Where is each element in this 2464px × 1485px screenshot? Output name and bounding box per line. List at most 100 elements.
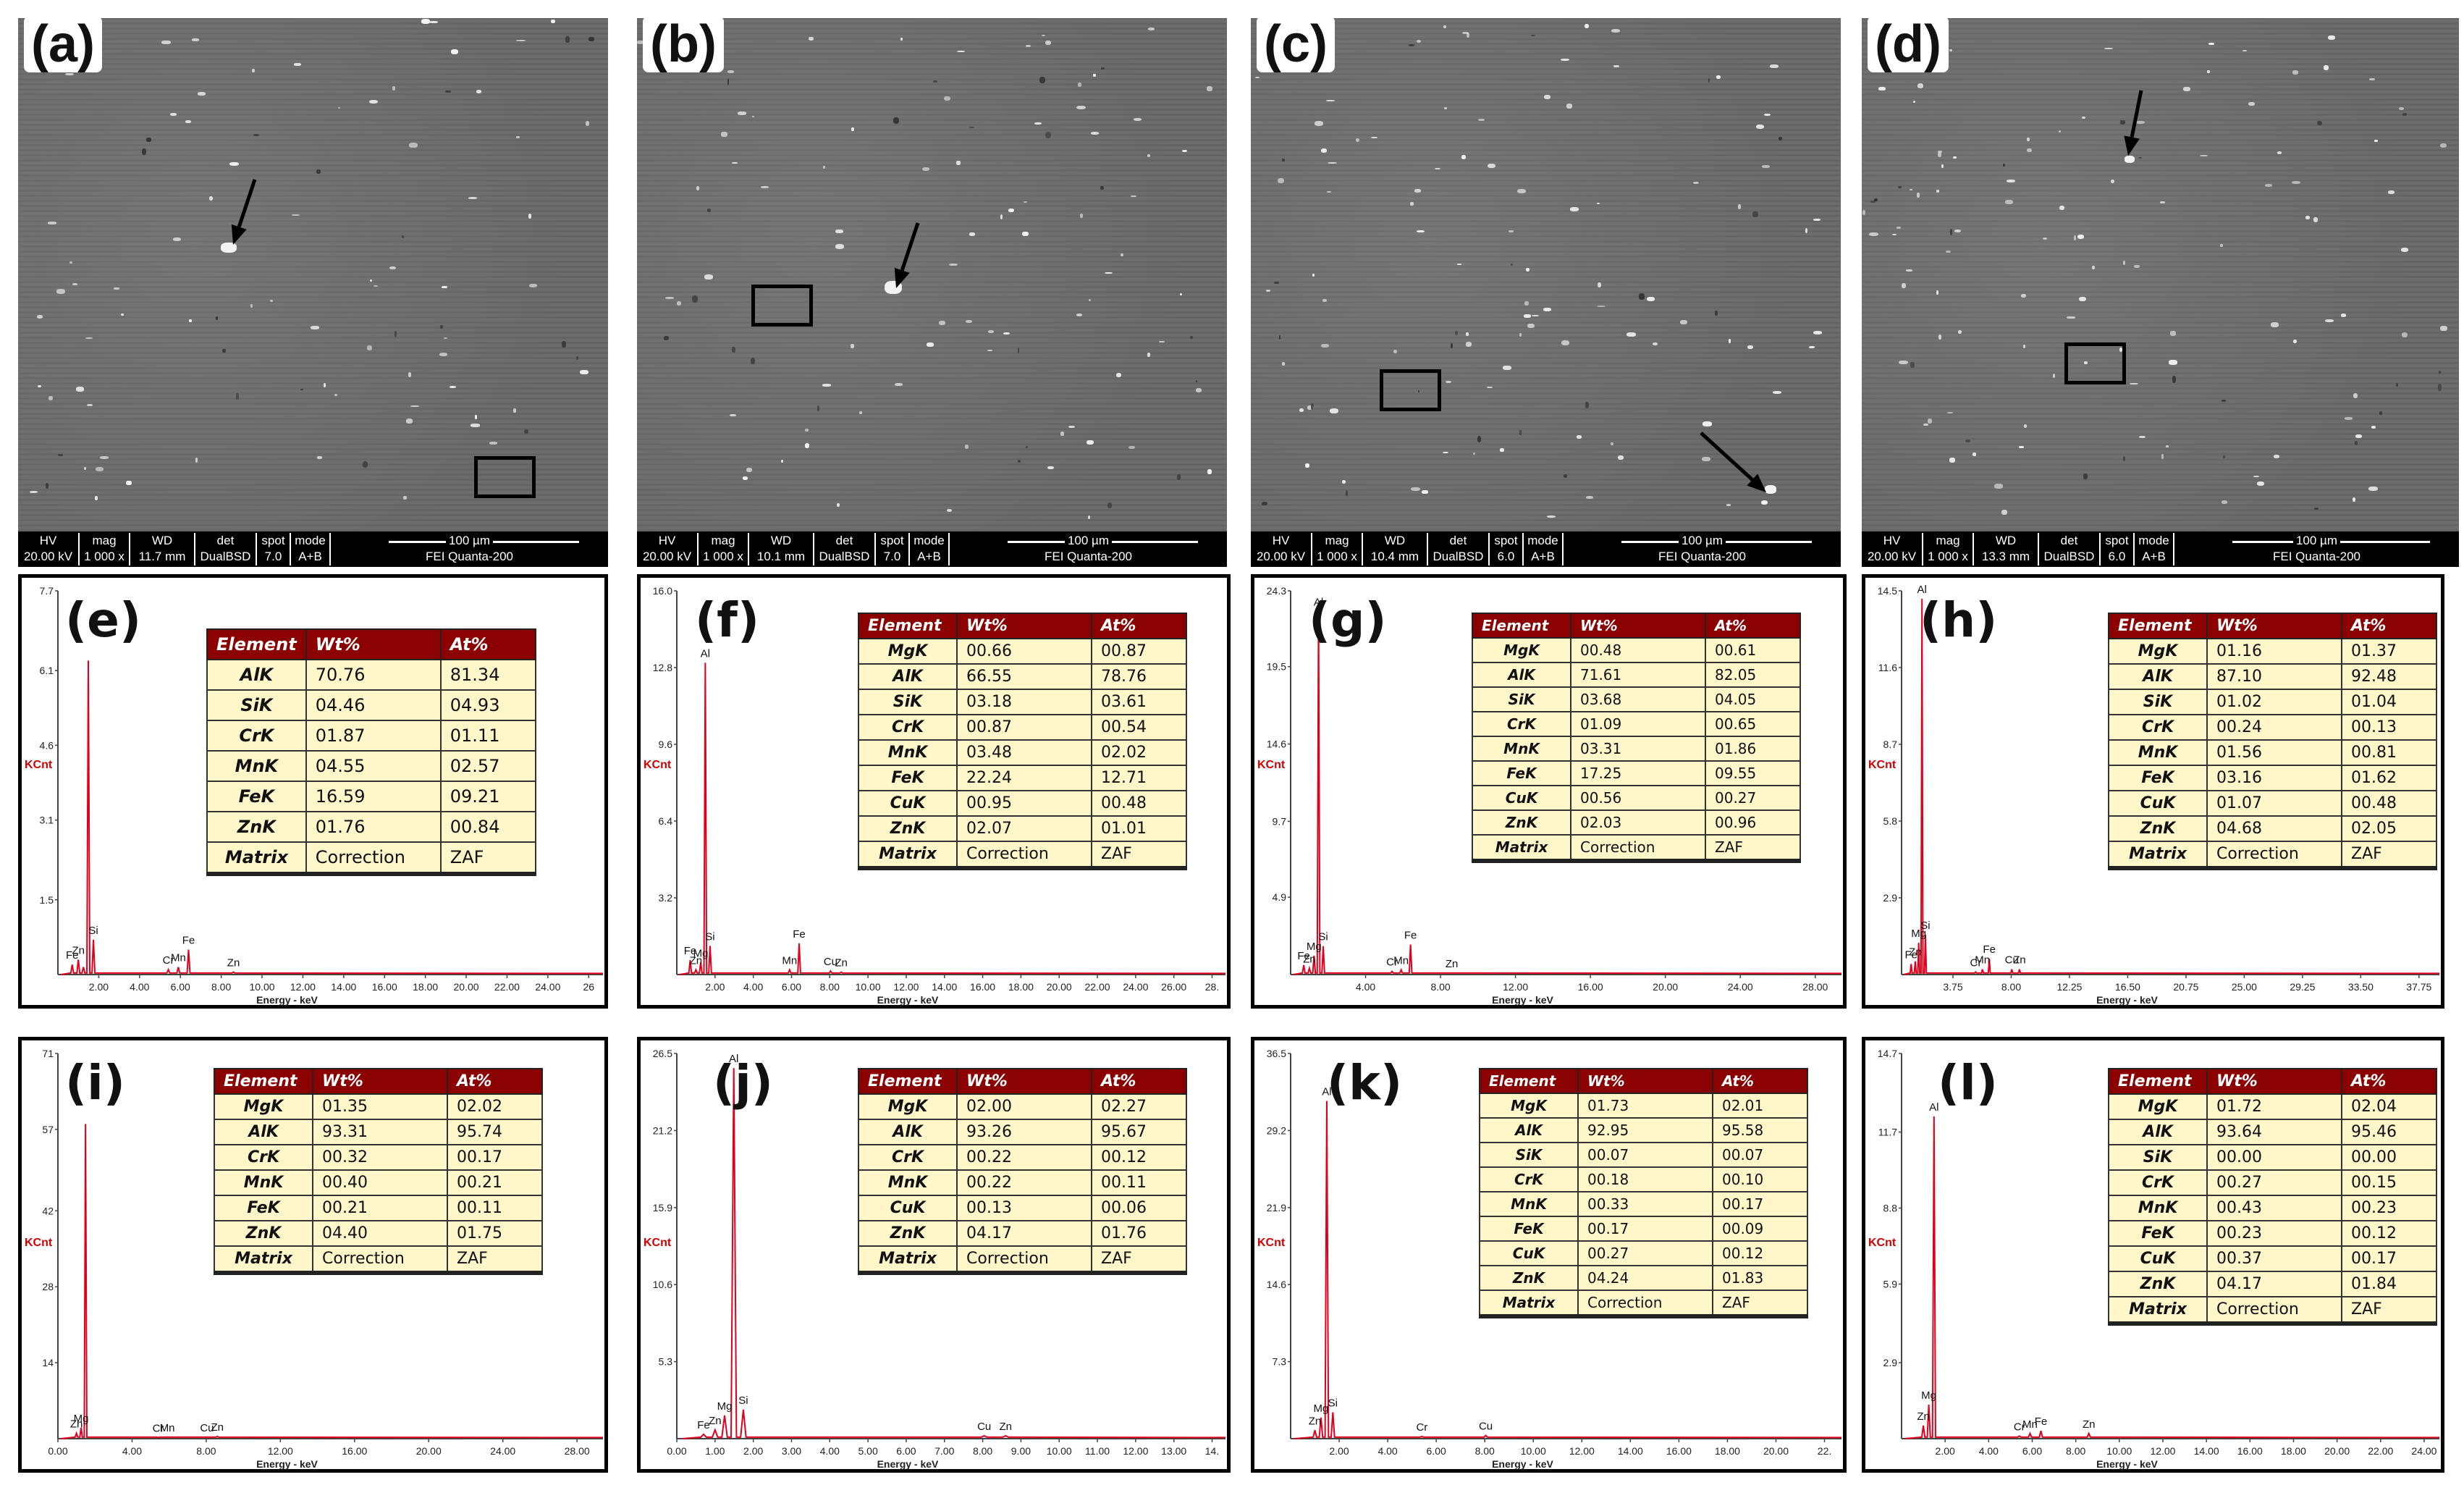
- at-cell: 95.46: [2341, 1119, 2437, 1145]
- peak-label: Fe: [793, 928, 806, 941]
- particle: [48, 222, 56, 224]
- at-cell: 00.17: [1712, 1191, 1808, 1217]
- wt-cell: 00.66: [956, 638, 1092, 665]
- particle: [529, 284, 537, 288]
- particle: [2398, 106, 2405, 111]
- particle: [1091, 132, 1100, 135]
- table-header-cell: Wt%: [312, 1068, 448, 1095]
- x-tick-label: 10.00: [2106, 1445, 2132, 1457]
- element-cell: AlK: [206, 659, 307, 691]
- x-tick-label: 2.00: [705, 981, 725, 993]
- particle: [1517, 188, 1527, 194]
- x-axis-label: Energy - keV: [2096, 1458, 2158, 1470]
- pore: [969, 127, 974, 129]
- at-cell: 00.11: [1091, 1169, 1187, 1196]
- element-cell: AlK: [858, 663, 958, 690]
- info-label: WD: [151, 534, 173, 547]
- x-tick-label: 8.00: [196, 1445, 216, 1457]
- particle: [2023, 424, 2028, 429]
- pore: [588, 37, 594, 41]
- table-row: CrK 00.22 00.12: [858, 1144, 1187, 1171]
- y-tick-label: 29.2: [1267, 1124, 1286, 1136]
- wt-cell: 03.16: [2206, 765, 2342, 791]
- y-tick-label: 3.2: [659, 892, 673, 904]
- particle: [94, 495, 98, 500]
- particle: [1355, 138, 1360, 143]
- element-cell: SiK: [2108, 1144, 2208, 1171]
- pore: [692, 295, 699, 303]
- particle: [1561, 340, 1570, 345]
- y-axis-label: KCnt: [25, 1237, 53, 1249]
- peak-label: Cu: [1479, 1421, 1493, 1433]
- wt-cell: Correction: [2206, 841, 2342, 869]
- composition-table: Element Wt% At% MgK 00.66 00.87 AlK 66.55 78.76 S…: [858, 613, 1187, 870]
- pore: [394, 331, 397, 338]
- particle: [921, 167, 930, 171]
- x-tick-label: 2.00: [89, 981, 109, 993]
- micrograph-texture: [637, 18, 1227, 567]
- info-cell-mag: mag 1 000 x: [699, 533, 749, 565]
- particle: [1034, 122, 1042, 125]
- particle: [1737, 204, 1741, 209]
- pore: [727, 78, 730, 85]
- at-cell: 01.76: [1091, 1220, 1187, 1247]
- particle: [2273, 455, 2279, 459]
- at-cell: 00.11: [447, 1195, 543, 1221]
- element-cell: ZnK: [858, 1220, 958, 1247]
- info-cell-wd: WD 11.7 mm: [130, 533, 195, 565]
- x-tick-label: 8.00: [1475, 1445, 1495, 1457]
- table-row: MgK 01.16 01.37: [2108, 638, 2437, 665]
- particle: [900, 38, 903, 41]
- peak-label: Fe: [1904, 948, 1917, 961]
- info-label: HV: [1883, 534, 1901, 547]
- x-tick-label: 8.00: [2001, 981, 2021, 993]
- table-header-cell: Wt%: [956, 613, 1092, 639]
- x-tick-label: 14.: [1205, 1445, 1219, 1457]
- particle: [2243, 49, 2248, 51]
- particle: [1076, 314, 1082, 317]
- pore: [1530, 34, 1536, 36]
- x-tick-label: 3.00: [782, 1445, 801, 1457]
- particle: [1613, 65, 1620, 67]
- particle: [1487, 386, 1493, 388]
- particle: [489, 441, 497, 445]
- wt-cell: 01.56: [2206, 739, 2342, 766]
- particle: [2005, 200, 2013, 205]
- particle: [1022, 231, 1029, 236]
- pore: [1017, 460, 1021, 463]
- table-row: AlK 70.76 81.34: [206, 659, 536, 691]
- particle: [48, 396, 54, 400]
- particle: [1762, 164, 1770, 168]
- y-tick-label: 14.6: [1267, 739, 1286, 750]
- pore: [142, 148, 147, 155]
- table-header-row: Element Wt% At%: [1472, 613, 1801, 639]
- element-cell: MnK: [858, 1169, 958, 1196]
- sem-micrograph: HV 20.00 kV mag 1 000 x WD 10.1 mm det DualBSD s…: [637, 18, 1227, 567]
- at-cell: 00.23: [2341, 1195, 2437, 1221]
- pore: [2120, 119, 2125, 125]
- particle: [1527, 323, 1535, 328]
- x-tick-label: 6.00: [782, 981, 801, 993]
- table-header-cell: At%: [1091, 613, 1187, 639]
- info-value: 1 000 x: [1928, 550, 1968, 563]
- particle: [1936, 290, 1939, 295]
- element-cell: ZnK: [858, 815, 958, 842]
- particle: [1282, 361, 1286, 366]
- particle: [835, 230, 843, 233]
- wt-cell: 00.07: [1577, 1142, 1713, 1168]
- particle: [1299, 408, 1304, 413]
- pore: [1519, 430, 1522, 435]
- pore: [1477, 436, 1482, 443]
- table-row: MgK 01.35 02.02: [214, 1093, 543, 1120]
- particle: [1422, 490, 1428, 494]
- at-cell: 00.12: [2341, 1220, 2437, 1247]
- element-cell: Matrix: [214, 1245, 313, 1274]
- peak-label: Mn: [1975, 954, 1990, 967]
- composition-table: Element Wt% At% MgK 02.00 02.27 AlK 93.26 95.67 C…: [858, 1068, 1187, 1275]
- particle: [1611, 442, 1614, 445]
- particle: [1519, 332, 1522, 337]
- x-tick-label: 12.00: [268, 1445, 293, 1457]
- particle: [2084, 361, 2088, 364]
- particle: [1115, 372, 1122, 378]
- x-tick-label: 14.00: [331, 981, 356, 993]
